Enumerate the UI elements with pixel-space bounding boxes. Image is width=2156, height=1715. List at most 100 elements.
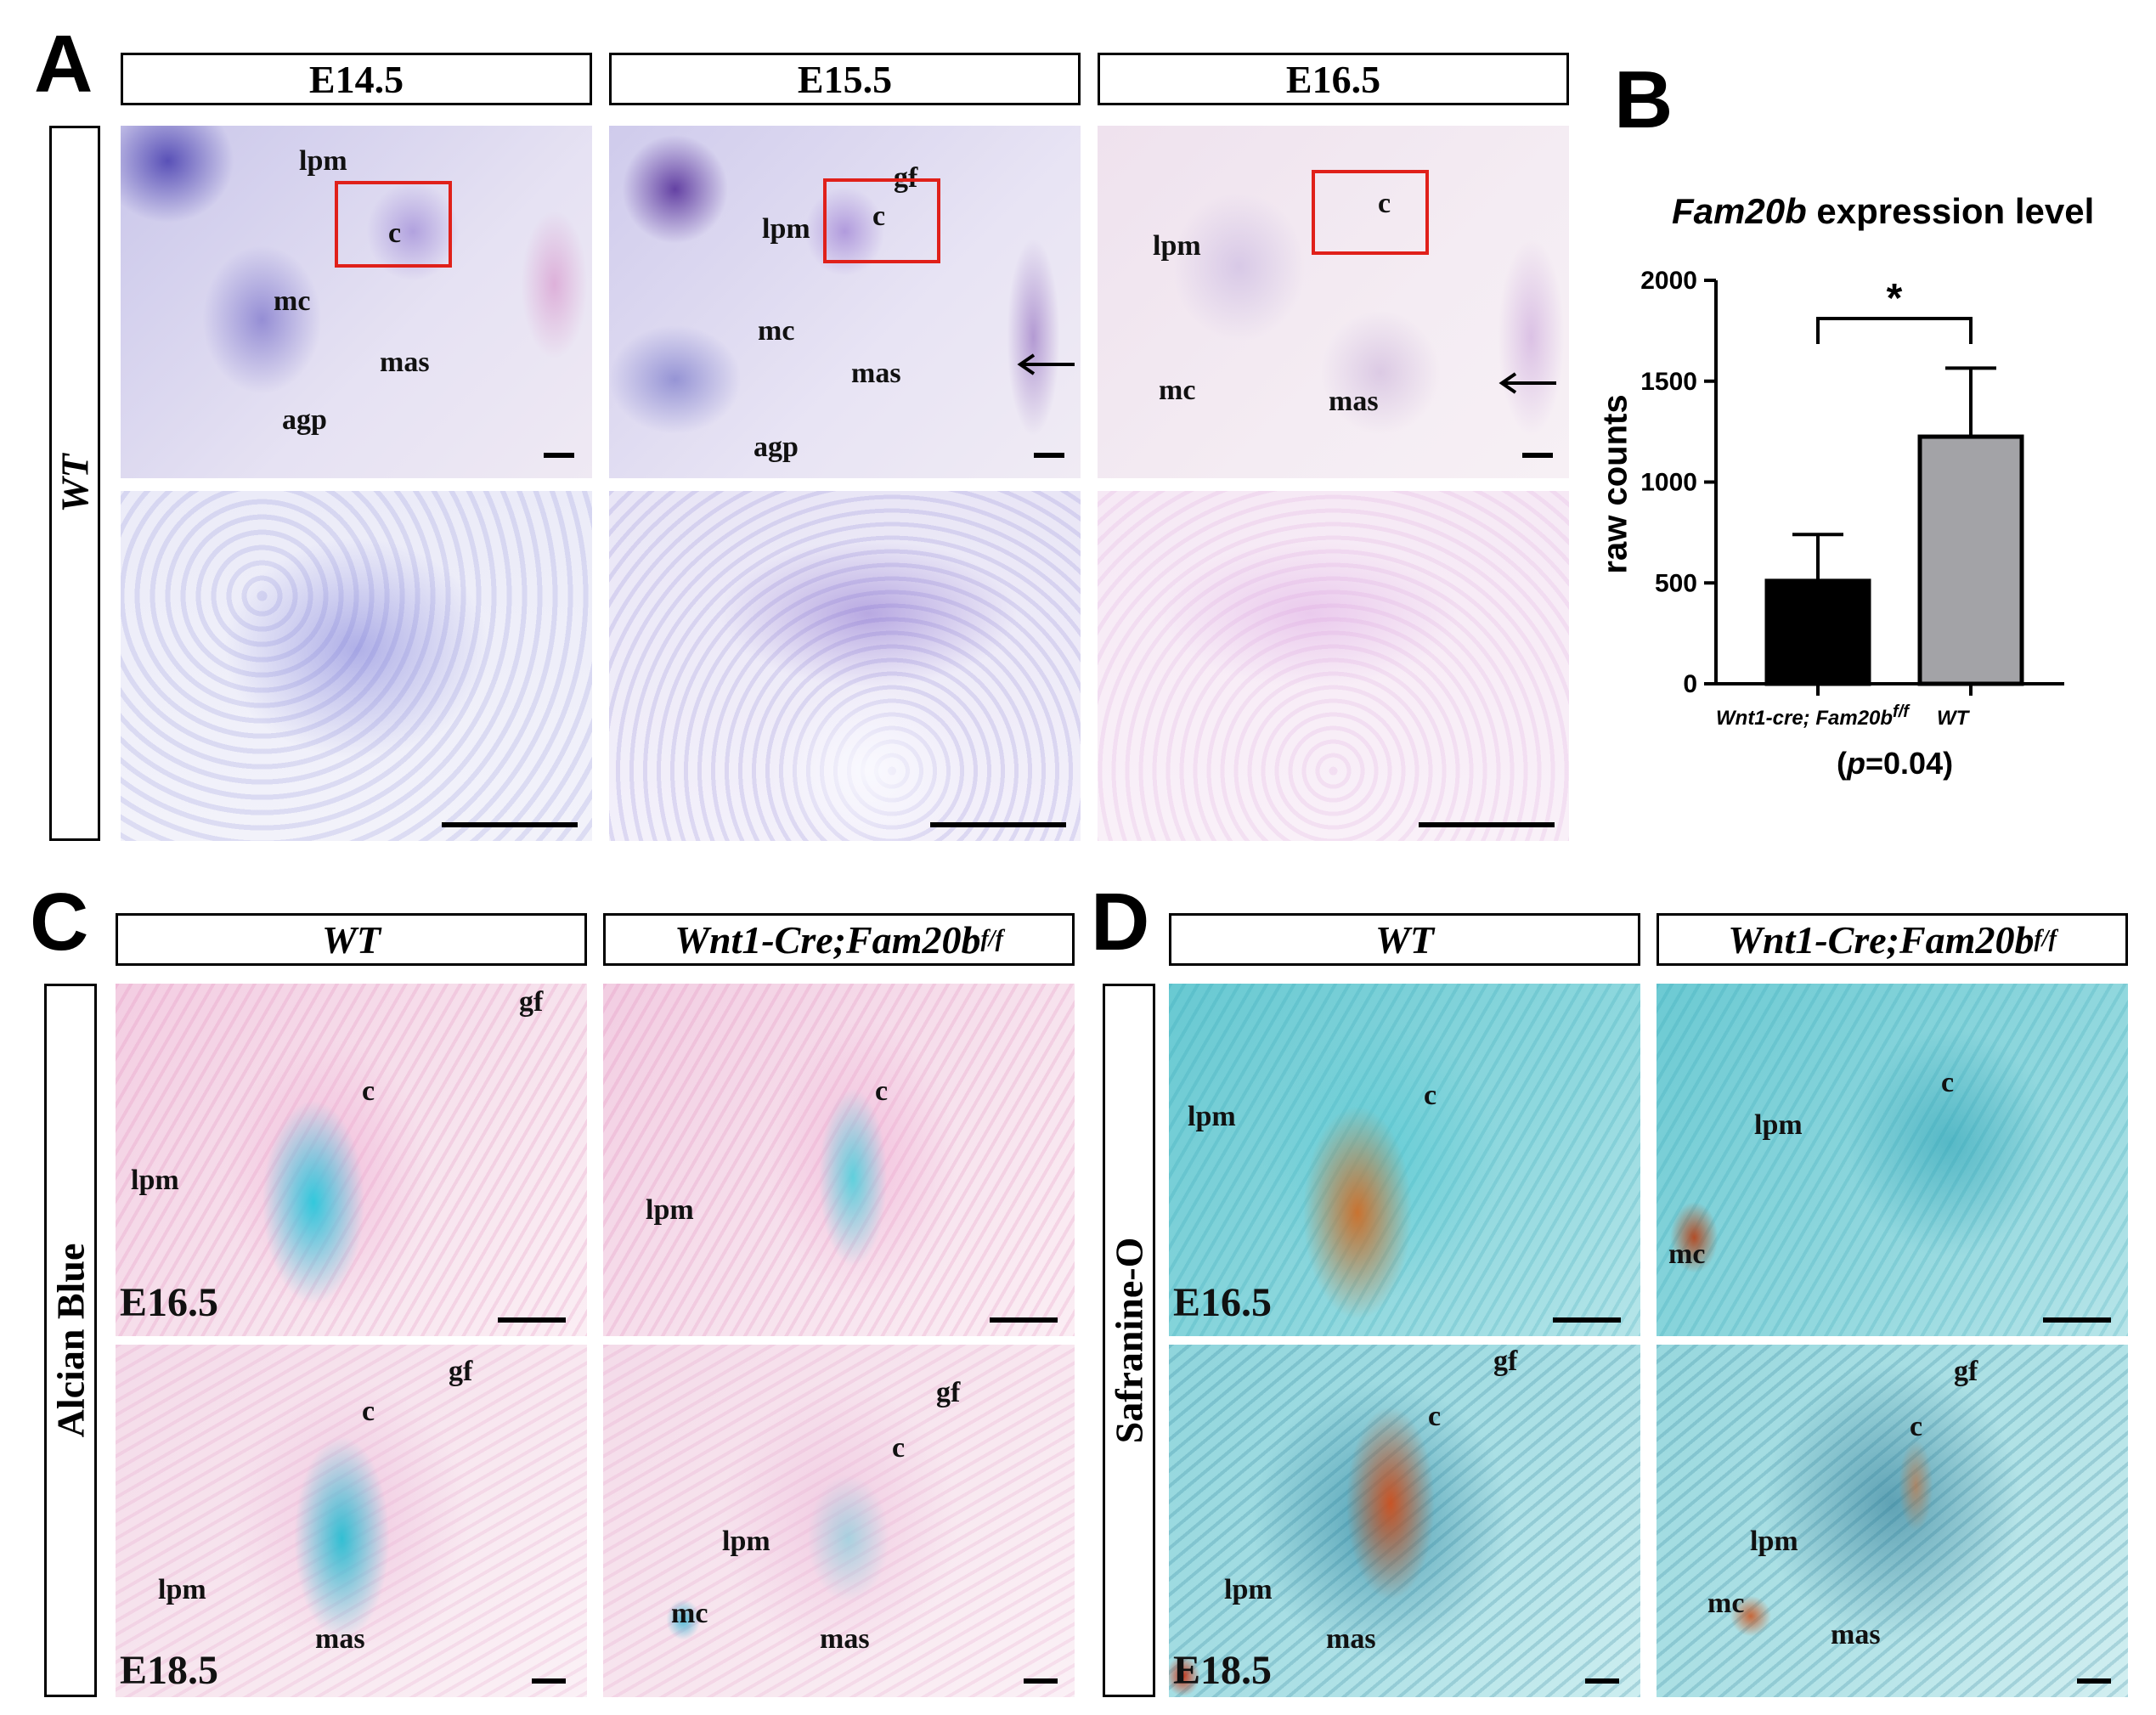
scale-bar [498,1317,566,1323]
ish-e15-zoom [609,491,1081,841]
y-tick-label: 1000 [1640,469,1697,497]
panel-d-header-mutant: Wnt1-Cre;Fam20b f/f [1657,913,2128,966]
ish-e16-zoom [1098,491,1569,841]
scale-bar [1024,1678,1058,1684]
arrow-icon [1017,353,1075,375]
scale-bar [1419,822,1555,827]
zoom-region-box [1312,170,1429,255]
panel-a-header-e16: E16.5 [1098,53,1569,105]
chart-category-label-0: Wnt1-cre; Fam20bf/f [1716,702,1909,731]
label-mas: mas [851,358,901,389]
label-c: c [872,200,886,232]
label-c: c [1424,1080,1437,1111]
significance-bracket [1816,317,1973,344]
bar-1 [1917,434,2024,686]
label-gf: gf [894,162,918,194]
panel-b-letter: B [1614,54,1673,145]
label-c: c [875,1075,889,1107]
scale-bar [532,1678,566,1684]
panel-d-header-wt: WT [1169,913,1640,966]
label-mas: mas [820,1623,870,1655]
header-text: Wnt1-Cre;Fam20b [1728,917,2035,962]
ish-e15-overview: gf lpm c mc mas agp [609,126,1081,478]
label-c: c [1941,1067,1955,1098]
label-mc: mc [1707,1588,1745,1619]
header-text: E16.5 [1285,57,1381,101]
panel-c-header-mutant: Wnt1-Cre;Fam20b f/f [603,913,1075,966]
scale-bar [1585,1678,1619,1684]
label-gf: gf [449,1356,473,1387]
scale-bar [2043,1317,2111,1323]
scale-bar [1522,453,1553,458]
label-lpm: lpm [646,1194,694,1226]
scale-bar [442,822,578,827]
ish-e16-overview: c lpm mc mas [1098,126,1569,478]
alcian-mutant-e16: c lpm [603,984,1075,1336]
label-mas: mas [380,347,430,378]
chart-category-main: Wnt1-cre; Fam20b [1716,707,1894,730]
label-lpm: lpm [722,1526,770,1557]
label-lpm: lpm [1153,230,1201,262]
chart-y-label: raw counts [1596,394,1634,574]
label-mas: mas [1329,386,1379,417]
bar-0 [1764,578,1871,686]
pvalue-p: p [1847,746,1865,781]
label-lpm: lpm [1188,1101,1236,1132]
header-text: Wnt1-Cre;Fam20b [674,917,981,962]
label-c: c [362,1075,375,1107]
panel-a-row-label: WT [53,454,97,513]
bar-chart: 0 500 1000 1500 2000 * [1640,267,2064,698]
panel-c-row-label-box: Alcian Blue [44,984,97,1697]
scale-bar [1034,453,1064,458]
scale-bar [1553,1317,1621,1323]
chart-title: Fam20b expression level [1672,191,2094,232]
safranin-mutant-e18: gf c lpm mc mas [1657,1345,2128,1697]
stage-label: E18.5 [1173,1648,1273,1693]
label-gf: gf [1954,1356,1978,1387]
label-c: c [1428,1401,1442,1432]
ish-e14-zoom [121,491,592,841]
y-tick-label: 2000 [1640,267,1697,295]
panel-c-row-label: Alcian Blue [48,1243,93,1438]
panel-c-header-wt: WT [116,913,587,966]
label-mc: mc [758,315,795,347]
header-text: E14.5 [308,57,404,101]
stage-label: E16.5 [120,1280,219,1325]
chart-category-label-1: WT [1937,702,1968,731]
arrow-icon [1498,372,1556,394]
label-mc: mc [274,285,311,317]
panel-d-row-label: Safranine-O [1107,1237,1151,1444]
label-c: c [892,1432,906,1464]
label-gf: gf [1493,1345,1518,1377]
chart-category-sup: f/f [1893,702,1909,721]
label-mc: mc [1159,375,1196,406]
label-lpm: lpm [1750,1526,1798,1557]
ish-e14-overview: lpm c mc mas agp [121,126,592,478]
y-tick-label: 1500 [1640,368,1697,396]
label-lpm: lpm [131,1165,179,1196]
significance-star: * [1887,276,1903,321]
label-mc: mc [671,1598,708,1629]
scale-bar [930,822,1066,827]
label-gf: gf [519,986,544,1018]
scale-bar [544,453,574,458]
scale-bar [2077,1678,2111,1684]
panel-a-letter: A [34,19,93,110]
label-agp: agp [282,404,327,436]
header-text: WT [1375,917,1434,962]
header-text: WT [322,917,381,962]
panel-a-header-e14: E14.5 [121,53,592,105]
safranin-wt-e18: gf c lpm mas E18.5 [1169,1345,1640,1697]
chart-category-main: WT [1937,707,1969,730]
pvalue-rest: =0.04) [1865,746,1954,781]
chart-pvalue: (p=0.04) [1837,746,1953,781]
zoom-region-box [823,178,940,263]
label-mas: mas [1831,1619,1881,1650]
label-gf: gf [936,1377,961,1408]
panel-d-row-label-box: Safranine-O [1103,984,1155,1697]
header-sup: f/f [980,926,1003,952]
label-lpm: lpm [299,145,347,177]
chart-title-gene: Fam20b [1672,191,1807,231]
panel-d-letter: D [1091,877,1150,968]
alcian-wt-e18: gf c lpm mas E18.5 [116,1345,587,1697]
